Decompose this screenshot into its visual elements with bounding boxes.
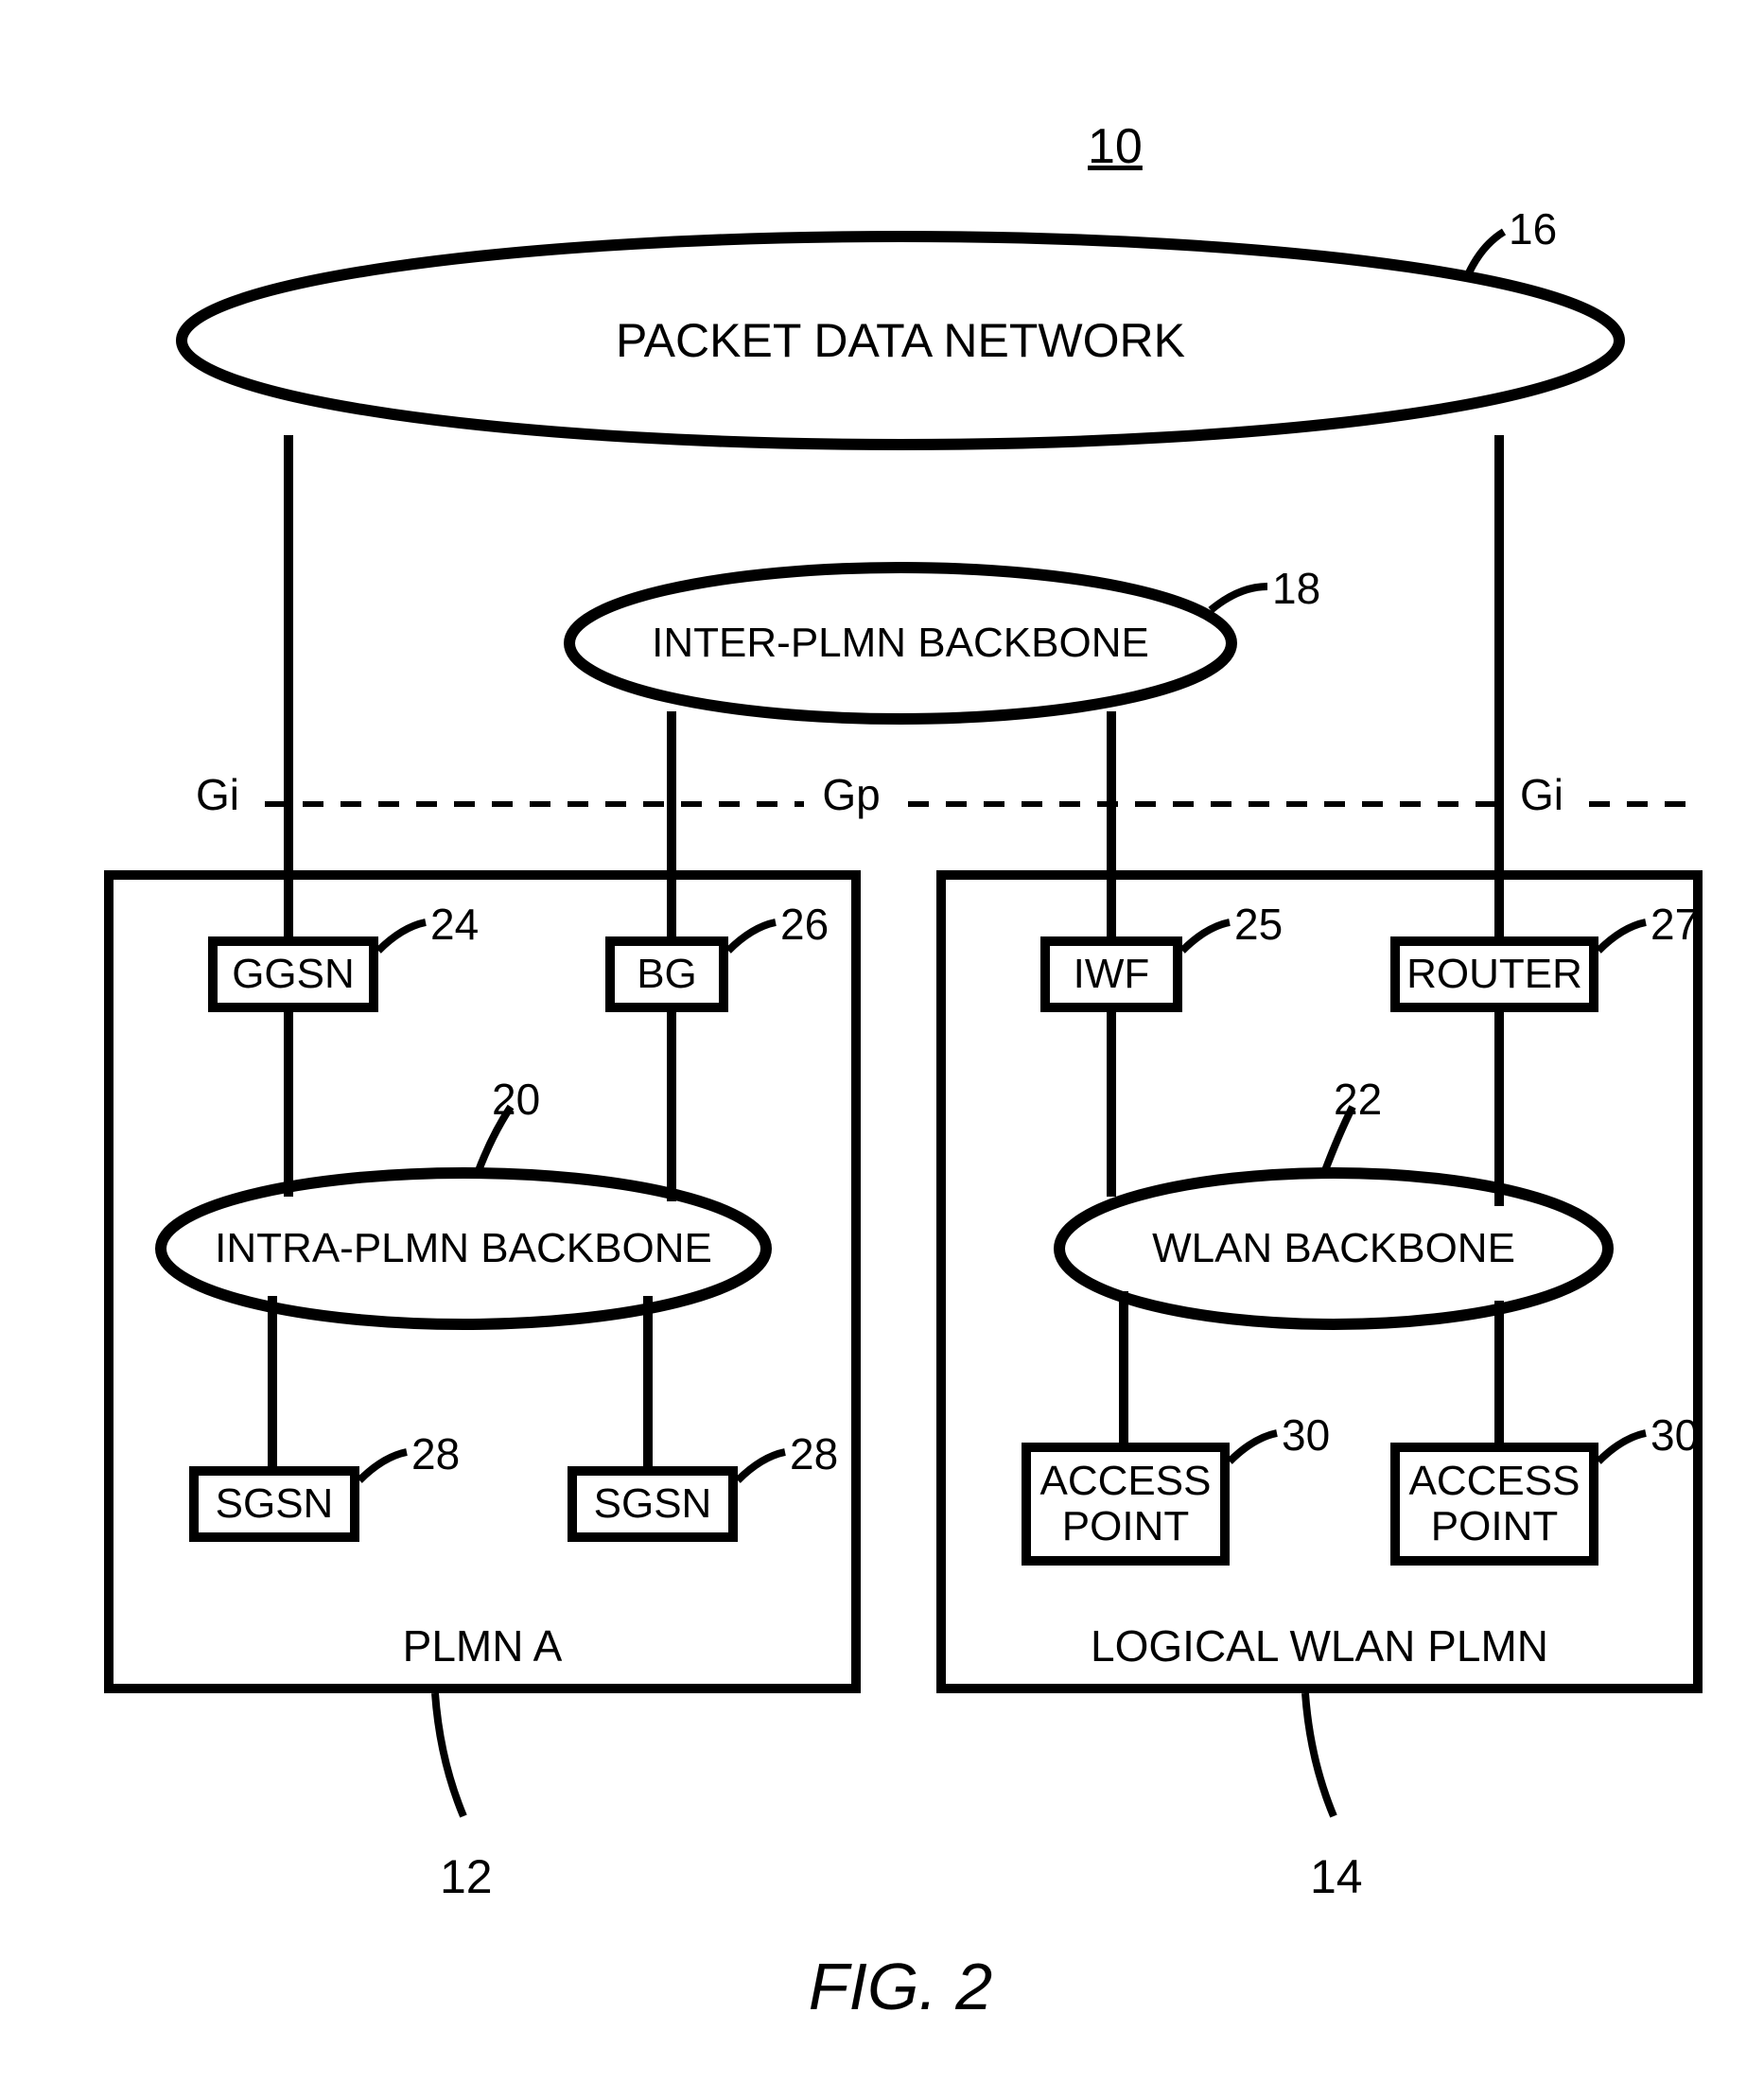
label-wlan: WLAN BACKBONE bbox=[1152, 1225, 1515, 1272]
ref-26: 26 bbox=[780, 899, 829, 950]
label-pdn: PACKET DATA NETWORK bbox=[616, 313, 1185, 368]
figure-canvas: { "figure": { "ref_main": "10", "caption… bbox=[19, 38, 1764, 2062]
box-sgsn2-label: SGSN bbox=[594, 1480, 712, 1528]
iface-gp: Gp bbox=[822, 769, 880, 820]
leader-24 bbox=[378, 922, 426, 951]
box-sgsn1: SGSN bbox=[189, 1466, 359, 1542]
box-iwf-label: IWF bbox=[1074, 951, 1150, 998]
box-ap1-label: ACCESS POINT bbox=[1040, 1459, 1212, 1550]
leader-28b bbox=[738, 1452, 785, 1480]
leader-14 bbox=[1305, 1693, 1334, 1816]
ref-20: 20 bbox=[492, 1074, 540, 1125]
box-router: ROUTER bbox=[1390, 936, 1598, 1012]
leader-18 bbox=[1211, 586, 1267, 610]
ref-28b: 28 bbox=[790, 1428, 838, 1479]
ref-main: 10 bbox=[1088, 118, 1143, 175]
leader-25 bbox=[1182, 922, 1230, 951]
box-router-label: ROUTER bbox=[1406, 951, 1582, 998]
box-ap1: ACCESS POINT bbox=[1022, 1443, 1230, 1566]
ref-18: 18 bbox=[1272, 563, 1320, 614]
leader-26 bbox=[728, 922, 776, 951]
ref-22: 22 bbox=[1334, 1074, 1382, 1125]
title-wlan-plmn: LOGICAL WLAN PLMN bbox=[1091, 1620, 1548, 1671]
ref-14: 14 bbox=[1310, 1849, 1363, 1904]
leader-27 bbox=[1598, 922, 1646, 951]
leader-16 bbox=[1466, 232, 1504, 279]
label-intra: INTRA-PLMN BACKBONE bbox=[215, 1225, 712, 1272]
box-bg: BG bbox=[605, 936, 728, 1012]
leader-28a bbox=[359, 1452, 407, 1480]
iface-gi-right: Gi bbox=[1520, 769, 1563, 820]
box-sgsn1-label: SGSN bbox=[216, 1480, 334, 1528]
ref-24: 24 bbox=[430, 899, 479, 950]
ref-27: 27 bbox=[1650, 899, 1699, 950]
leader-30b bbox=[1598, 1433, 1646, 1461]
label-inter: INTER-PLMN BACKBONE bbox=[652, 620, 1149, 667]
ref-30b: 30 bbox=[1650, 1409, 1699, 1461]
leader-30a bbox=[1230, 1433, 1277, 1461]
box-ggsn: GGSN bbox=[208, 936, 378, 1012]
box-sgsn2: SGSN bbox=[568, 1466, 738, 1542]
figure-caption: FIG. 2 bbox=[809, 1949, 992, 2024]
box-iwf: IWF bbox=[1040, 936, 1182, 1012]
iface-gi-left: Gi bbox=[196, 769, 239, 820]
box-bg-label: BG bbox=[637, 951, 697, 998]
ref-16: 16 bbox=[1509, 203, 1557, 254]
ref-30a: 30 bbox=[1282, 1409, 1330, 1461]
box-ggsn-label: GGSN bbox=[232, 951, 355, 998]
ref-25: 25 bbox=[1234, 899, 1283, 950]
ref-28a: 28 bbox=[411, 1428, 460, 1479]
title-plmn-a: PLMN A bbox=[403, 1620, 563, 1671]
box-ap2-label: ACCESS POINT bbox=[1409, 1459, 1581, 1550]
leader-12 bbox=[435, 1693, 463, 1816]
box-ap2: ACCESS POINT bbox=[1390, 1443, 1598, 1566]
ref-12: 12 bbox=[440, 1849, 493, 1904]
